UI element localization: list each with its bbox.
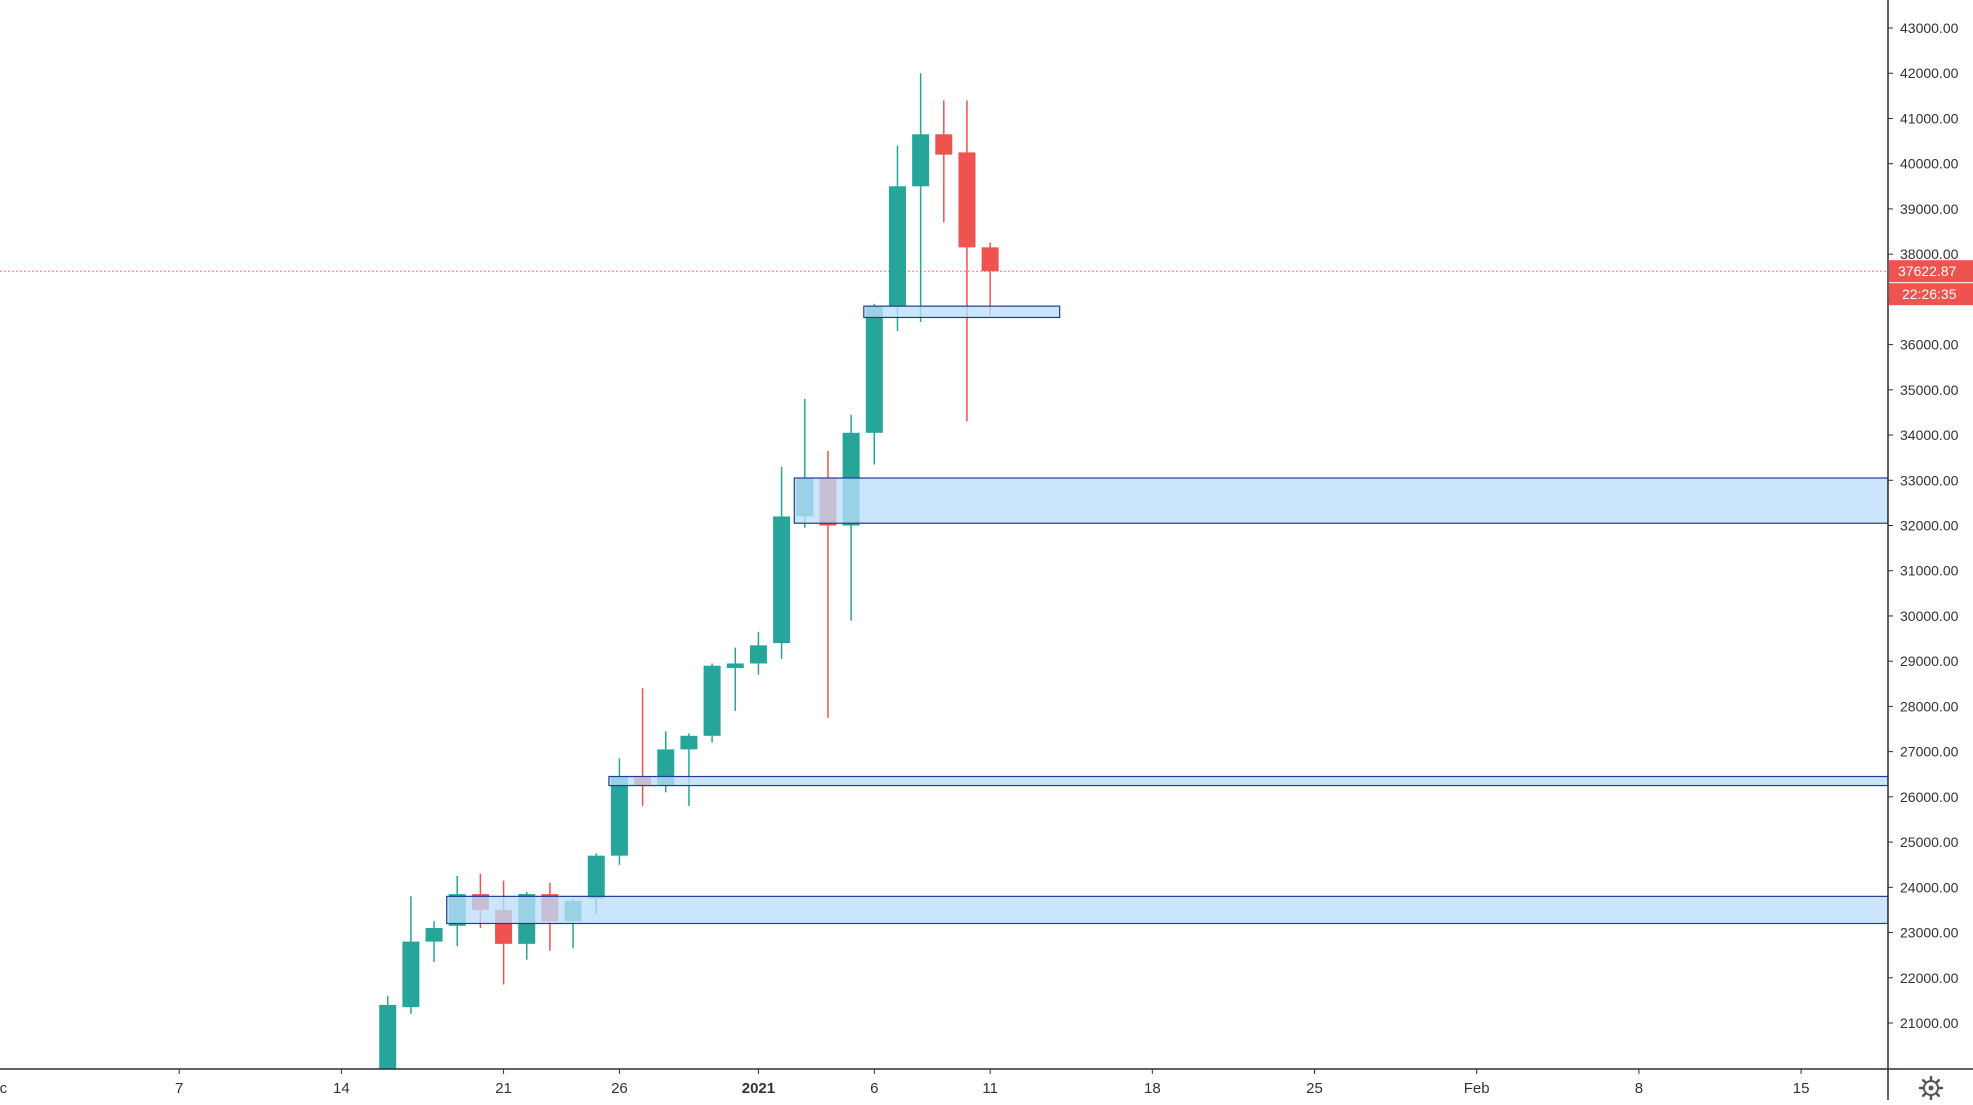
x-tick-label: 2021	[742, 1080, 775, 1097]
candle-body	[865, 306, 883, 433]
candle-16	[749, 631, 767, 675]
y-tick-label: 23000.00	[1900, 925, 1959, 941]
candle-body	[773, 516, 791, 644]
x-tick-label: 25	[1306, 1080, 1323, 1097]
candle-body	[749, 645, 767, 664]
zone-group	[446, 895, 1889, 925]
y-tick-label: 32000.00	[1900, 518, 1959, 534]
candle-15	[726, 647, 744, 711]
candle-14	[703, 663, 721, 743]
x-tick-label: 18	[1144, 1080, 1161, 1097]
zone-group	[863, 305, 1061, 319]
candle-26	[981, 242, 999, 316]
y-tick-label: 41000.00	[1900, 110, 1959, 126]
price-axis-panel	[1888, 0, 1973, 1100]
candle-body	[912, 134, 930, 187]
x-tick-label: 26	[611, 1080, 628, 1097]
y-tick-label: 34000.00	[1900, 427, 1959, 443]
y-tick-label: 22000.00	[1900, 970, 1959, 986]
candle-25	[958, 100, 976, 422]
x-tick-label: 21	[495, 1080, 512, 1097]
candle-body	[981, 247, 999, 272]
candle-23	[912, 73, 930, 322]
candle-body	[888, 186, 906, 307]
countdown-badge	[1889, 283, 1973, 306]
y-tick-label: 26000.00	[1900, 789, 1959, 805]
x-tick-label: 11	[982, 1080, 998, 1097]
candle-1	[402, 896, 420, 1014]
y-tick-label: 39000.00	[1900, 201, 1959, 217]
candle-body	[402, 941, 420, 1008]
time-axis-panel	[0, 1069, 1973, 1100]
candle-body	[680, 735, 698, 750]
y-tick-label: 33000.00	[1900, 472, 1959, 488]
support-zone-1	[793, 477, 1889, 524]
candle-17	[773, 466, 791, 659]
support-zone-0	[863, 305, 1061, 319]
last-price-label: 37622.87	[1898, 263, 1957, 279]
y-tick-label: 24000.00	[1900, 879, 1959, 895]
y-tick-label: 30000.00	[1900, 608, 1959, 624]
x-tick-label: 8	[1635, 1080, 1643, 1097]
candle-2	[425, 921, 443, 962]
gear-icon[interactable]	[1918, 1075, 1944, 1101]
candle-body	[726, 663, 744, 668]
support-zone-2	[608, 775, 1889, 787]
y-tick-label: 27000.00	[1900, 744, 1959, 760]
x-tick-label: 14	[333, 1080, 350, 1097]
y-tick-label: 29000.00	[1900, 653, 1959, 669]
candle-13	[680, 733, 698, 806]
x-tick-label: 7	[175, 1080, 183, 1097]
y-tick-label: 38000.00	[1900, 246, 1959, 262]
candle-body	[935, 134, 953, 155]
y-tick-label: 21000.00	[1900, 1015, 1959, 1031]
zone-group	[793, 477, 1889, 524]
support-zone-3	[446, 895, 1889, 925]
x-tick-label: 6	[870, 1080, 878, 1097]
candle-body	[587, 855, 605, 899]
candle-24	[935, 100, 953, 223]
x-tick-label: Dec	[0, 1080, 8, 1097]
candle-body	[958, 152, 976, 248]
y-tick-label: 40000.00	[1900, 156, 1959, 172]
candle-body	[703, 665, 721, 736]
y-tick-label: 36000.00	[1900, 337, 1959, 353]
y-tick-label: 31000.00	[1900, 563, 1959, 579]
countdown-label: 22:26:35	[1902, 286, 1957, 302]
candle-21	[865, 303, 883, 465]
candle-body	[425, 928, 443, 942]
last-price-badge	[1889, 260, 1973, 283]
labels-layer: 37622.87 22:26:35	[1889, 260, 1973, 306]
y-tick-label: 43000.00	[1900, 20, 1959, 36]
y-tick-label: 35000.00	[1900, 382, 1959, 398]
candle-22	[888, 145, 906, 332]
candle-body	[610, 776, 628, 856]
y-tick-label: 28000.00	[1900, 698, 1959, 714]
y-tick-label: 25000.00	[1900, 834, 1959, 850]
zone-group	[608, 775, 1889, 787]
x-tick-label: Feb	[1464, 1080, 1490, 1097]
y-tick-label: 42000.00	[1900, 65, 1959, 81]
x-tick-label: 15	[1793, 1080, 1810, 1097]
